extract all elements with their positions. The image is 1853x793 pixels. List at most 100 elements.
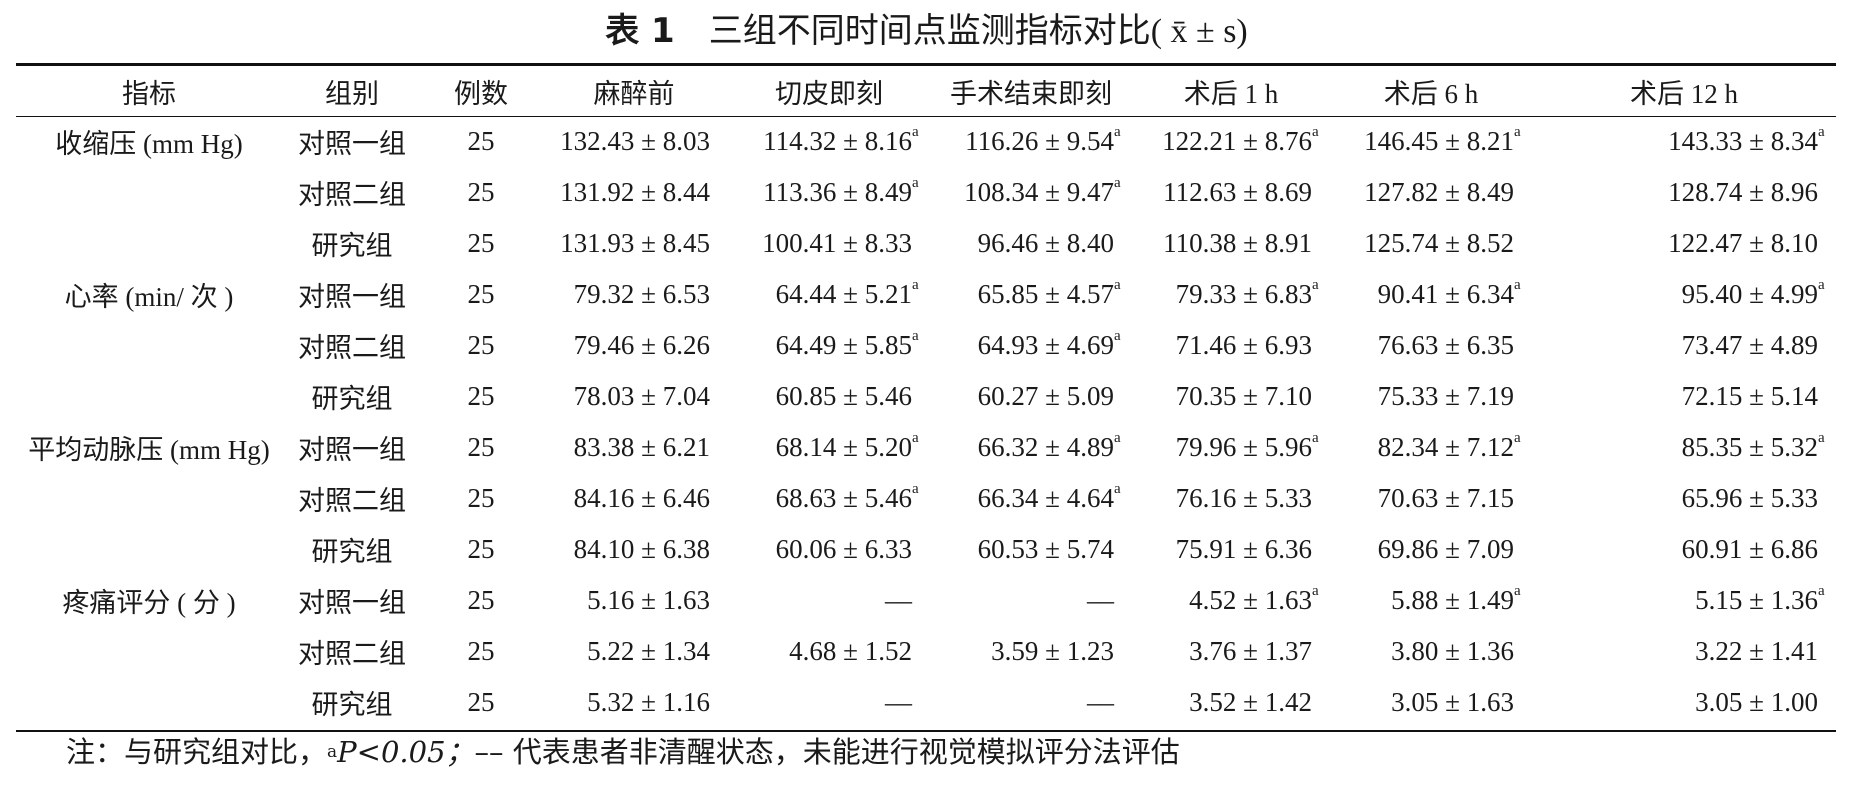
value-text: –– xyxy=(1087,687,1114,717)
table-row: 收缩压 (mm Hg) 对照一组 25 132.43 ± 8.03 114.32 ± 8… xyxy=(16,116,1836,167)
value-cell: 122.47 ± 8.10 xyxy=(1532,218,1836,269)
table-row: 对照二组 25 79.46 ± 6.26 64.49 ± 5.85a 64.93 ± 4… xyxy=(16,320,1836,371)
value-text: 68.14 ± 5.20 xyxy=(775,432,912,462)
value-text: 3.22 ± 1.41 xyxy=(1695,636,1818,666)
value-text: 70.63 ± 7.15 xyxy=(1377,483,1514,513)
n-cell: 25 xyxy=(467,228,495,258)
value-cell: 78.03 ± 7.04 xyxy=(540,371,728,422)
value-cell: 70.35 ± 7.10 xyxy=(1132,371,1330,422)
value-cell: 85.35 ± 5.32a xyxy=(1532,422,1836,473)
value-cell: 60.27 ± 5.09 xyxy=(930,371,1132,422)
value-cell: 146.45 ± 8.21a xyxy=(1330,116,1532,167)
significance-mark: a xyxy=(1818,583,1825,599)
value-cell: –– xyxy=(728,677,930,728)
value-text: 84.10 ± 6.38 xyxy=(573,534,710,564)
value-text: 76.16 ± 5.33 xyxy=(1175,483,1312,513)
value-cell: 71.46 ± 6.93 xyxy=(1132,320,1330,371)
value-cell: 60.06 ± 6.33 xyxy=(728,524,930,575)
table-row: 对照二组 25 5.22 ± 1.34 4.68 ± 1.52 3.59 ± 1.23 3… xyxy=(16,626,1836,677)
significance-mark: a xyxy=(912,277,919,293)
value-text: 3.76 ± 1.37 xyxy=(1189,636,1312,666)
significance-mark: a xyxy=(1312,430,1319,446)
table-title: 三组不同时间点监测指标对比 xyxy=(708,11,1151,51)
value-text: 125.74 ± 8.52 xyxy=(1364,228,1514,258)
value-text: 68.63 ± 5.46 xyxy=(775,483,912,513)
indicator-cell xyxy=(16,371,282,422)
table-row: 疼痛评分 ( 分 ) 对照一组 25 5.16 ± 1.63 –– –– 4.52 ± 1.… xyxy=(16,575,1836,626)
value-cell: 84.16 ± 6.46 xyxy=(540,473,728,524)
value-cell: 143.33 ± 8.34a xyxy=(1532,116,1836,167)
table-row: 研究组 25 131.93 ± 8.45 100.41 ± 8.33 96.46 ± 8… xyxy=(16,218,1836,269)
value-text: 131.93 ± 8.45 xyxy=(560,228,710,258)
significance-mark: a xyxy=(912,124,919,140)
value-cell: 5.15 ± 1.36a xyxy=(1532,575,1836,626)
value-text: 122.47 ± 8.10 xyxy=(1668,228,1818,258)
value-text: 69.86 ± 7.09 xyxy=(1377,534,1514,564)
table-number: 表 1 xyxy=(605,11,675,51)
value-text: 60.85 ± 5.46 xyxy=(775,381,912,411)
value-text: 96.46 ± 8.40 xyxy=(977,228,1114,258)
value-text: 3.05 ± 1.00 xyxy=(1695,687,1818,717)
significance-mark: a xyxy=(912,328,919,344)
value-cell: 76.16 ± 5.33 xyxy=(1132,473,1330,524)
indicator-cell: 平均动脉压 (mm Hg) xyxy=(28,435,270,465)
value-cell: 84.10 ± 6.38 xyxy=(540,524,728,575)
value-cell: 3.80 ± 1.36 xyxy=(1330,626,1532,677)
value-text: 3.80 ± 1.36 xyxy=(1391,636,1514,666)
value-text: 127.82 ± 8.49 xyxy=(1364,177,1514,207)
n-cell: 25 xyxy=(467,483,495,513)
value-text: 73.47 ± 4.89 xyxy=(1681,330,1818,360)
value-text: 3.59 ± 1.23 xyxy=(991,636,1114,666)
value-cell: 73.47 ± 4.89 xyxy=(1532,320,1836,371)
indicator-cell: 收缩压 (mm Hg) xyxy=(55,129,243,159)
value-cell: 64.93 ± 4.69a xyxy=(930,320,1132,371)
value-cell: 60.53 ± 5.74 xyxy=(930,524,1132,575)
value-text: 5.16 ± 1.63 xyxy=(587,585,710,615)
value-text: 3.52 ± 1.42 xyxy=(1189,687,1312,717)
group-cell: 对照一组 xyxy=(298,588,406,618)
data-table: 指标 组别 例数 麻醉前 切皮即刻 手术结束即刻 术后 1 h 术后 6 h 术后 12 h 收… xyxy=(16,66,1836,728)
value-text: 66.32 ± 4.89 xyxy=(977,432,1114,462)
value-cell: 82.34 ± 7.12a xyxy=(1330,422,1532,473)
significance-mark: a xyxy=(912,175,919,191)
significance-mark: a xyxy=(1514,277,1521,293)
indicator-cell xyxy=(16,677,282,728)
value-cell: 125.74 ± 8.52 xyxy=(1330,218,1532,269)
significance-mark: a xyxy=(912,481,919,497)
value-text: 66.34 ± 4.64 xyxy=(977,483,1114,513)
significance-mark: a xyxy=(1312,583,1319,599)
value-text: –– xyxy=(885,687,912,717)
table-row: 研究组 25 78.03 ± 7.04 60.85 ± 5.46 60.27 ± 5.0… xyxy=(16,371,1836,422)
value-cell: 113.36 ± 8.49a xyxy=(728,167,930,218)
column-header: 指标 xyxy=(122,78,176,109)
value-text: 72.15 ± 5.14 xyxy=(1681,381,1818,411)
value-cell: 75.33 ± 7.19 xyxy=(1330,371,1532,422)
group-cell: 对照一组 xyxy=(298,435,406,465)
value-cell: 132.43 ± 8.03 xyxy=(540,116,728,167)
value-cell: –– xyxy=(728,575,930,626)
n-cell: 25 xyxy=(467,432,495,462)
value-text: 5.22 ± 1.34 xyxy=(587,636,710,666)
value-text: –– xyxy=(885,585,912,615)
value-text: –– xyxy=(1087,585,1114,615)
group-cell: 对照一组 xyxy=(298,129,406,159)
significance-mark: a xyxy=(1114,124,1121,140)
column-header: 术后 6 h xyxy=(1383,78,1479,109)
n-cell: 25 xyxy=(467,330,495,360)
indicator-cell: 疼痛评分 ( 分 ) xyxy=(62,588,236,618)
significance-mark: a xyxy=(1114,430,1121,446)
significance-mark: a xyxy=(1818,124,1825,140)
value-text: 4.52 ± 1.63 xyxy=(1189,585,1312,615)
note-prefix: 注：与研究组对比， xyxy=(66,735,328,769)
significance-mark: a xyxy=(1114,277,1121,293)
value-cell: 69.86 ± 7.09 xyxy=(1330,524,1532,575)
column-header: 术后 12 h xyxy=(1630,78,1738,109)
value-text: 65.85 ± 4.57 xyxy=(977,279,1114,309)
significance-mark: a xyxy=(1818,277,1825,293)
value-cell: 131.92 ± 8.44 xyxy=(540,167,728,218)
value-text: 60.53 ± 5.74 xyxy=(977,534,1114,564)
value-text: 82.34 ± 7.12 xyxy=(1377,432,1514,462)
value-text: 113.36 ± 8.49 xyxy=(763,177,912,207)
n-cell: 25 xyxy=(467,126,495,156)
value-cell: 112.63 ± 8.69 xyxy=(1132,167,1330,218)
